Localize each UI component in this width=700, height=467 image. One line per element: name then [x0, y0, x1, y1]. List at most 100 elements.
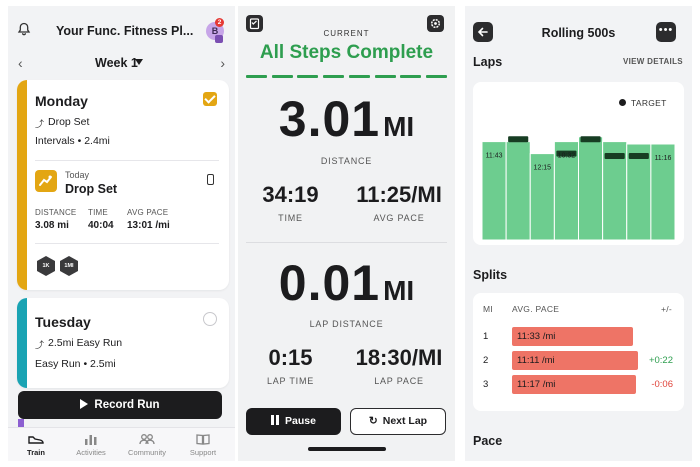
- splits-pace-header: AVG. PACE: [512, 304, 560, 314]
- split-diff: -0:06: [651, 379, 673, 390]
- lap-distance-readout: 0.01 MI: [238, 254, 455, 312]
- chevron-right-icon[interactable]: ›: [220, 55, 225, 71]
- watch-icon: [207, 174, 214, 185]
- workout-subtitle: Intervals • 2.4mi: [35, 135, 110, 147]
- avg-pace-value: 11:25: [356, 182, 412, 207]
- lap-pace-unit: /MI: [411, 345, 443, 370]
- week-selector: ‹ Week 1 ›: [8, 52, 235, 72]
- current-label: CURRENT: [323, 29, 370, 38]
- avg-pace-label: AVG PACE: [127, 208, 169, 217]
- time-value: 34:19: [262, 182, 319, 207]
- target-legend-label: TARGET: [631, 98, 667, 108]
- distance-value: 3.08 mi: [35, 220, 69, 231]
- avg-pace-unit: /MI: [411, 182, 442, 207]
- day-card-tuesday[interactable]: Tuesday ⤴ 2.5mi Easy Run Easy Run • 2.5m…: [17, 298, 229, 388]
- tab-activities[interactable]: Activities: [66, 432, 116, 457]
- step-segment: [323, 75, 345, 78]
- workout-plan-icon[interactable]: [246, 15, 263, 32]
- step-status-title: All Steps Complete: [259, 42, 434, 63]
- tab-community[interactable]: Community: [122, 432, 172, 457]
- laps-heading: Laps: [473, 55, 503, 69]
- lap-value-label: 12:15: [534, 165, 552, 172]
- day-name: Monday: [35, 93, 88, 109]
- step-progress-segments: [246, 75, 447, 78]
- lap-time-value: 0:15: [268, 345, 313, 370]
- workout-title: Rolling 500s: [541, 26, 616, 40]
- step-segment: [374, 75, 396, 78]
- workout-name: 2.5mi Easy Run: [48, 337, 123, 349]
- week-label[interactable]: Week 1: [95, 56, 138, 70]
- divider: [35, 243, 219, 244]
- lap-distance-value: 0.01: [278, 255, 381, 311]
- next-day-stripe: [18, 419, 24, 427]
- gear-icon[interactable]: [427, 15, 444, 32]
- tab-label: Train: [27, 448, 45, 457]
- lap-pace-label: LAP PACE: [374, 376, 424, 386]
- tab-bar: Train Activities Community Support: [8, 427, 235, 461]
- book-icon: [178, 432, 228, 445]
- lap-bar[interactable]: [553, 141, 579, 240]
- medal-1k-icon[interactable]: 1K: [37, 256, 55, 276]
- target-legend-dot: [619, 99, 626, 106]
- pace-heading: Pace: [473, 434, 503, 448]
- lap-bar[interactable]: [650, 143, 675, 240]
- pause-icon: [276, 415, 280, 425]
- day-name: Tuesday: [35, 314, 91, 330]
- completed-checkbox[interactable]: [203, 92, 217, 106]
- split-pace-bar[interactable]: 11:17 /mi: [512, 375, 636, 394]
- distance-label: DISTANCE: [320, 156, 373, 166]
- running-icon: ⤴: [35, 340, 45, 350]
- divider: [246, 242, 447, 243]
- more-options-icon[interactable]: •••: [656, 22, 676, 42]
- record-run-button[interactable]: Record Run: [18, 391, 222, 419]
- lap-value-label: 11:16: [654, 155, 671, 162]
- tab-label: Support: [189, 448, 217, 457]
- distance-label: DISTANCE: [35, 208, 77, 217]
- lap-time-label: LAP TIME: [266, 376, 315, 386]
- day-color-stripe: [17, 80, 27, 290]
- workout-type-icon: [35, 170, 57, 192]
- refresh-icon: ↻: [368, 415, 378, 427]
- avg-pace-value: 13:01 /mi: [127, 220, 170, 231]
- split-mile: 3: [483, 379, 489, 390]
- day-card-monday[interactable]: Monday ⤴ Drop Set Intervals • 2.4mi Toda…: [17, 80, 229, 290]
- time-label: TIME: [278, 213, 303, 223]
- split-pace-bar[interactable]: 11:33 /mi: [512, 327, 633, 346]
- lap-value-label: 11:43: [486, 153, 503, 160]
- medal-1mi-icon[interactable]: 1MI: [60, 256, 78, 276]
- workout-detail-screen: Rolling 500s ••• Laps VIEW DETAILS TARGE…: [465, 6, 692, 461]
- chevron-left-icon[interactable]: ‹: [18, 55, 23, 71]
- lap-bar[interactable]: [529, 153, 555, 240]
- incomplete-checkbox[interactable]: [203, 312, 217, 326]
- step-segment: [246, 75, 267, 78]
- split-pace-bar[interactable]: 11:11 /mi: [512, 351, 638, 370]
- target-marker: [628, 153, 649, 159]
- home-indicator: [308, 447, 386, 451]
- bell-icon[interactable]: [17, 22, 31, 36]
- watch-status-icon: [215, 35, 223, 43]
- lap-pace-value: 18:30: [355, 345, 412, 370]
- lap-bar[interactable]: [505, 141, 531, 240]
- target-marker: [604, 153, 625, 159]
- target-marker: [556, 150, 577, 157]
- tab-support[interactable]: Support: [178, 432, 228, 457]
- lap-distance-unit: MI: [383, 275, 415, 306]
- pause-button[interactable]: Pause: [246, 408, 341, 435]
- back-arrow-icon[interactable]: [473, 22, 493, 42]
- train-screen: Your Func. Fitness Pl... B 2 ‹ Week 1 › …: [8, 6, 235, 461]
- caret-down-icon[interactable]: [135, 59, 143, 65]
- app-title: Your Func. Fitness Pl...: [56, 24, 194, 38]
- play-icon: [80, 399, 89, 409]
- view-details-link[interactable]: VIEW DETAILS: [623, 57, 683, 66]
- lap-bar[interactable]: [578, 136, 604, 240]
- avg-pace-readout: 11:25/MI: [343, 182, 455, 208]
- shoe-icon: [11, 432, 61, 445]
- time-value: 40:04: [88, 220, 114, 231]
- split-mile: 2: [483, 355, 489, 366]
- tab-train[interactable]: Train: [11, 432, 61, 457]
- next-lap-button[interactable]: ↻ Next Lap: [350, 408, 446, 435]
- workout-subtitle: Easy Run • 2.5mi: [35, 358, 116, 370]
- people-icon: [122, 432, 172, 445]
- step-segment: [348, 75, 370, 78]
- lap-pace-readout: 18:30/MI: [343, 345, 455, 371]
